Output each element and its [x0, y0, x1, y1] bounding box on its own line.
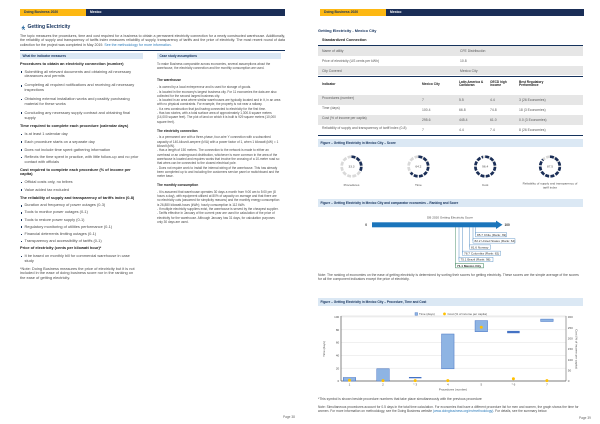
svg-text:78.7 Colombia (Rank: 82): 78.7 Colombia (Rank: 82) [464, 252, 499, 256]
svg-text:2: 2 [382, 383, 384, 387]
svg-text:Cost (% of income per capita): Cost (% of income per capita) [448, 312, 488, 316]
svg-text:Procedures (number): Procedures (number) [439, 388, 467, 392]
svg-text:Cost (% of income per capita): Cost (% of income per capita) [575, 329, 579, 369]
svg-text:50: 50 [568, 368, 572, 372]
svg-text:0: 0 [568, 379, 570, 383]
svg-text:5: 5 [480, 383, 482, 387]
svg-text:96.4: 96.4 [482, 165, 488, 169]
svg-text:87.5: 87.5 [547, 165, 553, 169]
svg-text:60: 60 [336, 341, 340, 345]
svg-text:82.2 United States (Rank: 64): 82.2 United States (Rank: 64) [475, 239, 516, 243]
svg-text:Time: Time [415, 183, 422, 187]
svg-text:Procedures: Procedures [344, 183, 360, 187]
svg-text:100: 100 [568, 358, 573, 362]
svg-text:0: 0 [365, 223, 367, 227]
svg-text:4: 4 [447, 383, 449, 387]
svg-text:Reliability of supply and tran: Reliability of supply and transparency o… [523, 181, 578, 185]
svg-text:20: 20 [336, 366, 340, 370]
svg-text:7: 7 [546, 383, 548, 387]
svg-text:81.6 Norway: 81.6 Norway [471, 245, 489, 249]
svg-text:40: 40 [336, 354, 340, 358]
svg-text:300: 300 [568, 315, 573, 319]
svg-text:Time (days): Time (days) [419, 312, 435, 316]
svg-text:33.3: 33.3 [348, 165, 354, 169]
svg-text:100: 100 [334, 315, 339, 319]
svg-text:85.7 Chile (Rank: 39): 85.7 Chile (Rank: 39) [477, 233, 506, 237]
svg-text:* 3: * 3 [413, 383, 417, 387]
svg-text:Time (days): Time (days) [322, 341, 326, 357]
svg-text:200: 200 [568, 336, 573, 340]
svg-text:80: 80 [336, 328, 340, 332]
svg-text:100: 100 [505, 223, 511, 227]
svg-text:Cost: Cost [482, 183, 489, 187]
svg-text:71.1 Mexico City: 71.1 Mexico City [457, 264, 481, 268]
svg-text:tariff index: tariff index [543, 186, 558, 190]
svg-text:0: 0 [338, 379, 340, 383]
svg-text:* 6: * 6 [512, 383, 516, 387]
svg-text:64.2: 64.2 [415, 165, 421, 169]
svg-text:250: 250 [568, 326, 573, 330]
svg-text:DB 2020 Getting Electricity Sc: DB 2020 Getting Electricity Score [427, 216, 473, 220]
svg-text:1: 1 [349, 383, 351, 387]
svg-text:75.1 Brazil (Rank: 98): 75.1 Brazil (Rank: 98) [461, 258, 491, 262]
svg-text:150: 150 [568, 347, 573, 351]
